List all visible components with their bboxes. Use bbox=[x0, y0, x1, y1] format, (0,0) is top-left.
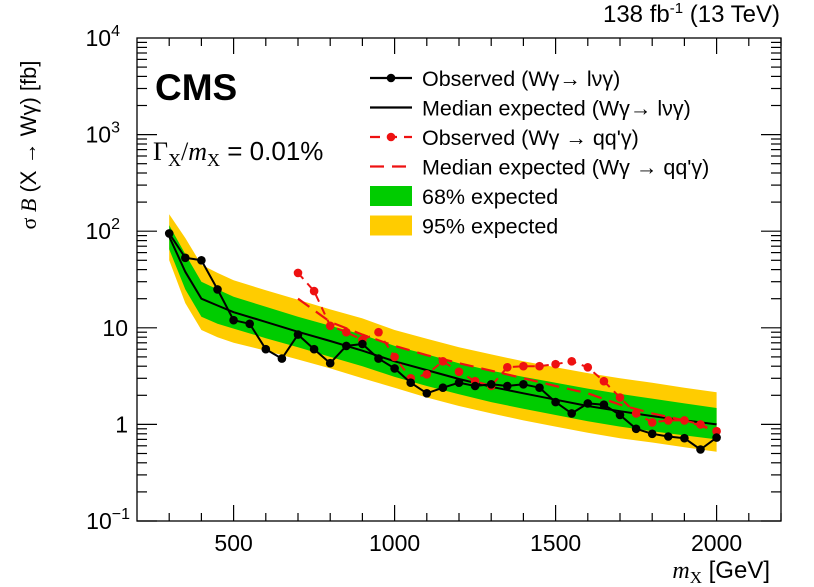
data-point-obs_qqg bbox=[567, 357, 576, 366]
x-tick-label: 2000 bbox=[691, 530, 742, 556]
series-line-obs_qqg bbox=[297, 272, 717, 433]
data-point-obs_qqg bbox=[696, 420, 705, 429]
x-tick-label: 1500 bbox=[530, 530, 581, 556]
data-point-obs_lvg bbox=[615, 410, 625, 420]
data-point-obs_lvg bbox=[197, 255, 206, 265]
legend-item-exp_qqg: Median expected (Wγ → qq'γ) bbox=[370, 156, 709, 180]
series-line-exp_lvg bbox=[168, 236, 717, 426]
data-point-obs_qqg bbox=[374, 327, 383, 337]
data-point-obs_lvg bbox=[712, 433, 721, 442]
data-point-obs_lvg bbox=[503, 381, 512, 391]
data-point-obs_lvg bbox=[325, 358, 335, 368]
data-point-obs_qqg bbox=[712, 426, 721, 436]
data-point-obs_qqg bbox=[422, 370, 432, 379]
data-point-obs_qqg bbox=[293, 268, 303, 278]
data-point-obs_qqg bbox=[615, 393, 625, 402]
data-point-obs_lvg bbox=[422, 389, 432, 398]
data-point-obs_lvg bbox=[599, 400, 609, 410]
data-point-obs_lvg bbox=[567, 409, 576, 418]
data-point-obs_lvg bbox=[358, 339, 367, 349]
legend-item-obs_lvg: Observed (Wγ→ lνγ) bbox=[370, 67, 620, 91]
data-point-obs_lvg bbox=[583, 399, 593, 408]
data-point-obs_lvg bbox=[309, 344, 319, 354]
y-tick-label: 10 bbox=[102, 315, 128, 341]
axes: 500 1000 1500 2000 10−1 1 10 102 103 104 bbox=[86, 23, 782, 556]
lumi-label: 138 fb-1 (13 TeV) bbox=[603, 0, 780, 28]
data-point-obs_lvg bbox=[406, 378, 416, 388]
data-point-obs_qqg bbox=[503, 363, 512, 372]
legend-swatch bbox=[370, 215, 412, 236]
legend-marker bbox=[386, 73, 396, 83]
data-point-obs_lvg bbox=[551, 397, 560, 407]
legend-swatch bbox=[370, 186, 412, 206]
data-point-obs_qqg bbox=[551, 359, 560, 369]
data-point-obs_lvg bbox=[486, 380, 496, 389]
data-point-obs_qqg bbox=[599, 376, 609, 386]
data-point-obs_lvg bbox=[245, 319, 254, 329]
data-point-obs_lvg bbox=[535, 383, 544, 393]
data-point-obs_lvg bbox=[229, 315, 238, 325]
data-point-obs_qqg bbox=[647, 418, 657, 427]
y-tick-label: 1 bbox=[115, 411, 128, 437]
x-axis-title: mX [GeV] bbox=[672, 557, 770, 587]
legend-label: 95% expected bbox=[422, 215, 558, 239]
data-point-obs_lvg bbox=[647, 429, 657, 439]
y-tick-label: 10−1 bbox=[86, 506, 130, 534]
cms-label: CMS bbox=[155, 67, 237, 108]
y-tick-label: 103 bbox=[86, 120, 121, 148]
x-tick-label: 1000 bbox=[369, 530, 420, 556]
width-annotation: ΓX/mX = 0.01% bbox=[153, 136, 323, 170]
data-point-obs_qqg bbox=[438, 357, 448, 366]
data-point-obs_lvg bbox=[664, 432, 673, 441]
data-point-obs_qqg bbox=[309, 286, 319, 296]
data-point-obs_qqg bbox=[454, 367, 464, 377]
plot-frame bbox=[136, 37, 782, 522]
legend-label: Median expected (Wγ→ lνγ) bbox=[422, 97, 691, 121]
legend-label: Observed (Wγ→ lνγ) bbox=[422, 67, 620, 91]
data-point-obs_qqg bbox=[680, 416, 689, 425]
data-point-obs_lvg bbox=[277, 354, 287, 363]
x-tick-label: 500 bbox=[214, 530, 252, 556]
y-tick-label: 102 bbox=[86, 216, 121, 244]
legend-item-obs_qqg: Observed (Wγ → qq'γ) bbox=[370, 126, 639, 150]
data-point-obs_lvg bbox=[680, 433, 689, 443]
legend-item-band68: 68% expected bbox=[370, 185, 558, 209]
data-point-obs_lvg bbox=[631, 424, 641, 434]
limit-curves bbox=[164, 229, 721, 454]
legend-item-exp_lvg: Median expected (Wγ→ lνγ) bbox=[370, 97, 691, 121]
data-point-obs_qqg bbox=[631, 409, 641, 418]
data-point-obs_qqg bbox=[390, 352, 399, 362]
data-point-obs_qqg bbox=[342, 327, 351, 337]
data-point-obs_lvg bbox=[390, 364, 399, 373]
data-point-obs_qqg bbox=[583, 363, 593, 372]
data-point-obs_lvg bbox=[342, 341, 351, 351]
data-point-obs_lvg bbox=[293, 330, 303, 339]
data-point-obs_lvg bbox=[181, 253, 190, 263]
legend-marker bbox=[386, 132, 396, 142]
data-point-obs_lvg bbox=[696, 445, 705, 454]
legend-label: Observed (Wγ → qq'γ) bbox=[422, 126, 639, 150]
band-68-expected bbox=[169, 225, 717, 440]
data-point-obs_lvg bbox=[454, 378, 464, 388]
data-point-obs_lvg bbox=[374, 354, 383, 363]
data-point-obs_qqg bbox=[664, 416, 673, 425]
data-point-obs_lvg bbox=[519, 380, 528, 389]
data-point-obs_lvg bbox=[470, 381, 480, 391]
data-point-obs_qqg bbox=[325, 321, 335, 331]
legend-label: 68% expected bbox=[422, 185, 558, 209]
legend: Observed (Wγ→ lνγ) Median expected (Wγ→ l… bbox=[370, 67, 709, 239]
data-point-obs_lvg bbox=[438, 383, 448, 393]
y-axis-title: σ B (X → Wγ) [fb] bbox=[16, 61, 41, 230]
y-tick-label: 104 bbox=[86, 23, 121, 51]
data-point-obs_qqg bbox=[519, 361, 528, 371]
data-point-obs_lvg bbox=[213, 285, 222, 294]
data-point-obs_lvg bbox=[164, 229, 174, 238]
data-point-obs_lvg bbox=[261, 344, 271, 354]
legend-label: Median expected (Wγ → qq'γ) bbox=[422, 156, 709, 180]
data-point-obs_qqg bbox=[535, 361, 544, 371]
legend-item-band95: 95% expected bbox=[370, 215, 558, 239]
